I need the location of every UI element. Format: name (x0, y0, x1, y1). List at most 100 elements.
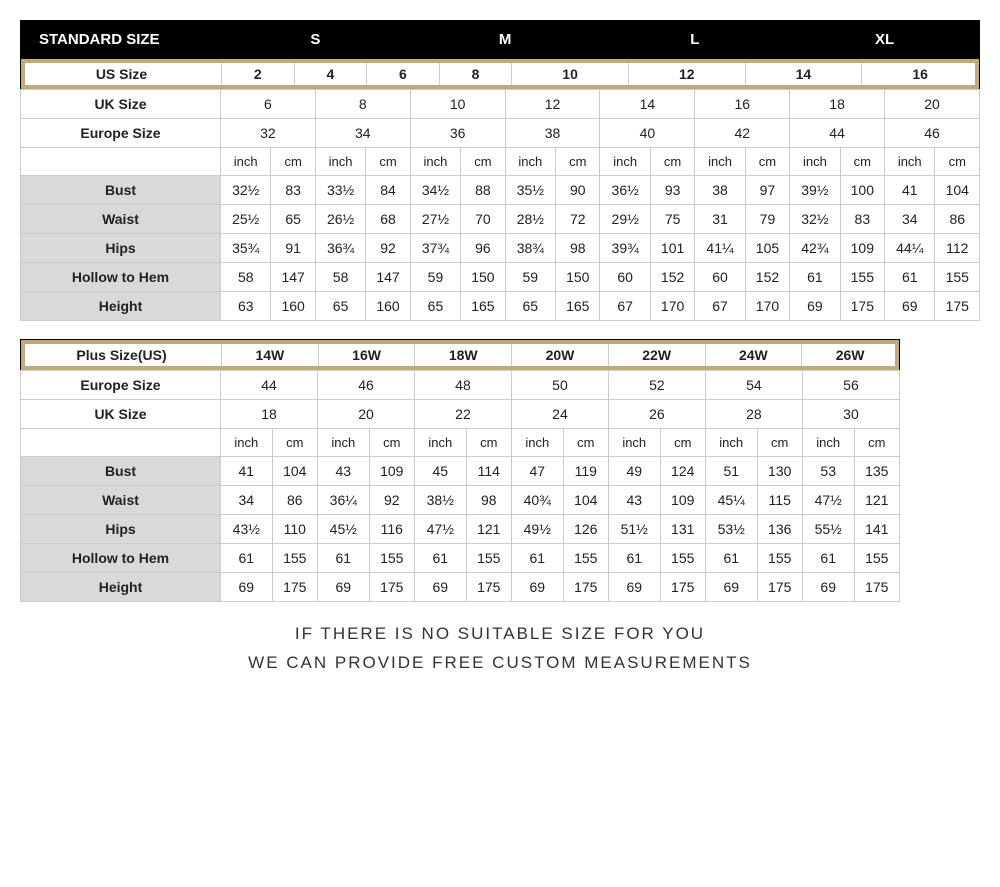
cell: 51 (705, 457, 757, 486)
cell: 93 (650, 176, 694, 205)
cell: 43½ (221, 515, 273, 544)
cell: 150 (461, 263, 505, 292)
plus-size-label: Plus Size(US) (22, 341, 222, 370)
cell: 69 (802, 573, 854, 602)
cell: 44¼ (885, 234, 935, 263)
cell: 170 (650, 292, 694, 321)
cell: 160 (271, 292, 315, 321)
cell: 126 (563, 515, 608, 544)
us-4: 10 (512, 60, 629, 89)
cell: 152 (650, 263, 694, 292)
cell: 83 (271, 176, 315, 205)
cell: 45¼ (705, 486, 757, 515)
cell: 55½ (802, 515, 854, 544)
cell: 109 (660, 486, 705, 515)
cell: 43 (317, 457, 369, 486)
cell: 91 (271, 234, 315, 263)
cell: 98 (556, 234, 600, 263)
cell: 69 (221, 573, 273, 602)
cell: 147 (366, 263, 410, 292)
cell: 155 (840, 263, 884, 292)
footer-text: IF THERE IS NO SUITABLE SIZE FOR YOU WE … (20, 620, 980, 678)
cell: 86 (272, 486, 317, 515)
row-label: Bust (21, 457, 221, 486)
row-label: Hollow to Hem (21, 544, 221, 573)
cell: 36¼ (317, 486, 369, 515)
cell: 69 (790, 292, 840, 321)
cell: 47½ (802, 486, 854, 515)
header-label: STANDARD SIZE (21, 21, 221, 59)
cell: 175 (272, 573, 317, 602)
cell: 124 (660, 457, 705, 486)
cell: 75 (650, 205, 694, 234)
cell: 170 (745, 292, 789, 321)
cell: 175 (854, 573, 899, 602)
table-row: Hips43½11045½11647½12149½12651½13153½136… (21, 515, 900, 544)
cell: 61 (511, 544, 563, 573)
cell: 69 (414, 573, 466, 602)
cell: 92 (366, 234, 410, 263)
cell: 42¾ (790, 234, 840, 263)
table-row: Waist25½6526½6827½7028½7229½75317932½833… (21, 205, 980, 234)
cell: 69 (608, 573, 660, 602)
cell: 105 (745, 234, 789, 263)
cell: 97 (745, 176, 789, 205)
cell: 175 (369, 573, 414, 602)
cell: 34 (221, 486, 273, 515)
cell: 121 (854, 486, 899, 515)
cell: 114 (466, 457, 511, 486)
cell: 65 (505, 292, 555, 321)
cell: 61 (790, 263, 840, 292)
cell: 175 (935, 292, 980, 321)
cell: 63 (221, 292, 271, 321)
cell: 29½ (600, 205, 650, 234)
us-0: 2 (222, 60, 295, 89)
cell: 25½ (221, 205, 271, 234)
cell: 67 (600, 292, 650, 321)
cell: 58 (315, 263, 365, 292)
cell: 116 (369, 515, 414, 544)
cell: 68 (366, 205, 410, 234)
cell: 61 (317, 544, 369, 573)
t1-measurements: Bust32½8333½8434½8835½9036½93389739½1004… (21, 176, 980, 321)
table-row: Height6917569175691756917569175691756917… (21, 573, 900, 602)
cell: 27½ (410, 205, 460, 234)
cell: 96 (461, 234, 505, 263)
size-chart-wrap: STANDARD SIZE S M L XL US Size 2 4 6 8 1… (20, 20, 980, 678)
cell: 45 (414, 457, 466, 486)
cell: 104 (272, 457, 317, 486)
cell: 41¼ (695, 234, 745, 263)
t2-measurements: Bust41104431094511447119491245113053135W… (21, 457, 900, 602)
cell: 83 (840, 205, 884, 234)
us-3: 8 (439, 60, 512, 89)
row-label: Hips (21, 515, 221, 544)
t2-uk-row: UK Size 18 20 22 24 26 28 30 (21, 400, 900, 429)
cell: 49½ (511, 515, 563, 544)
table-row: Hollow to Hem611556115561155611556115561… (21, 544, 900, 573)
cell: 38½ (414, 486, 466, 515)
cell: 38 (695, 176, 745, 205)
cell: 155 (466, 544, 511, 573)
cell: 45½ (317, 515, 369, 544)
cell: 34 (885, 205, 935, 234)
cell: 60 (695, 263, 745, 292)
cell: 155 (660, 544, 705, 573)
cell: 175 (757, 573, 802, 602)
cell: 109 (369, 457, 414, 486)
row-label: Hips (21, 234, 221, 263)
cell: 35½ (505, 176, 555, 205)
table-row: Bust41104431094511447119491245113053135 (21, 457, 900, 486)
cell: 155 (563, 544, 608, 573)
row-label: Waist (21, 486, 221, 515)
cell: 32½ (221, 176, 271, 205)
cell: 26½ (315, 205, 365, 234)
cell: 38¾ (505, 234, 555, 263)
cell: 49 (608, 457, 660, 486)
us-5: 12 (628, 60, 745, 89)
us-2: 6 (367, 60, 440, 89)
table-row: Bust32½8333½8434½8835½9036½93389739½1004… (21, 176, 980, 205)
table-row: Hollow to Hem581475814759150591506015260… (21, 263, 980, 292)
row-label: Hollow to Hem (21, 263, 221, 292)
cell: 53½ (705, 515, 757, 544)
cell: 32½ (790, 205, 840, 234)
